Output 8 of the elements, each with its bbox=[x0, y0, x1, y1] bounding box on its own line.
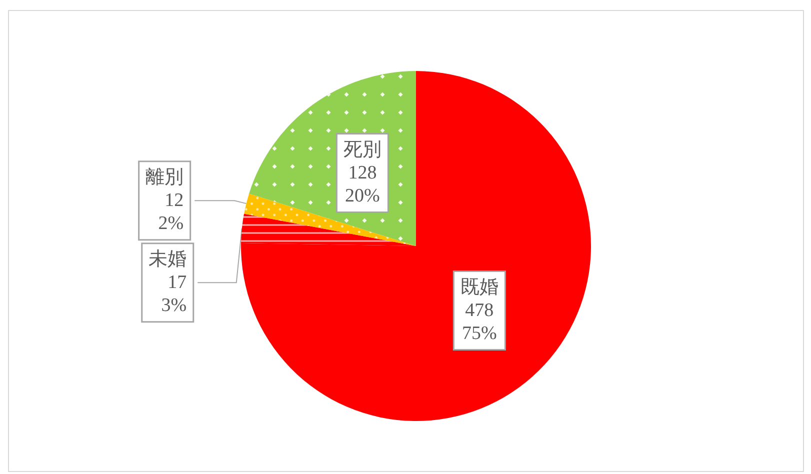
data-label: 12 2% bbox=[158, 190, 184, 234]
data-label: 478 75% bbox=[462, 300, 498, 344]
slice-label: 離別 bbox=[146, 167, 184, 188]
slice-label: 未婚 bbox=[148, 249, 187, 270]
slice-label: 既婚 bbox=[460, 277, 498, 298]
data-label: 128 20% bbox=[345, 162, 380, 207]
data-label: 17 3% bbox=[161, 272, 187, 316]
slice-label: 死別 bbox=[343, 140, 382, 161]
